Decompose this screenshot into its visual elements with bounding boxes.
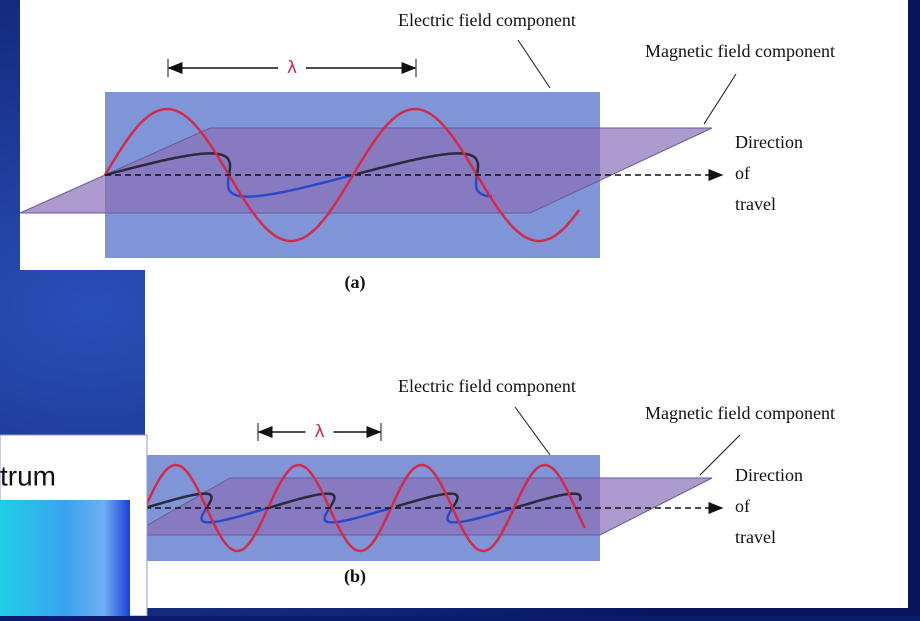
leader: [514, 406, 551, 456]
direction-label: of: [735, 496, 750, 516]
leader: [699, 434, 741, 476]
panel-a: λ Electric field component Magnetic field …: [19, 10, 835, 293]
magnetic-wave-front: [200, 506, 512, 524]
magnetic-label: Magnetic field component: [645, 403, 835, 423]
direction-label: Direction: [735, 132, 803, 152]
direction-label: Direction: [735, 465, 803, 485]
leader: [703, 73, 737, 125]
magnetic-label: Magnetic field component: [645, 41, 835, 61]
direction-label: of: [735, 163, 750, 183]
direction-label: travel: [735, 194, 776, 214]
leader: [517, 39, 551, 89]
electric-wave: [143, 463, 587, 553]
magnetic-wave-back: [144, 492, 582, 510]
electric-label: Electric field component: [398, 10, 576, 30]
caption: (b): [344, 566, 366, 587]
wavelength-label: λ: [314, 422, 324, 442]
magnetic-wave-back: [104, 152, 480, 177]
magnetic-wave-front: [226, 173, 493, 198]
direction-label: travel: [735, 527, 776, 547]
wavelength-label: λ: [287, 58, 297, 78]
electric-label: Electric field component: [398, 376, 576, 396]
caption: (a): [345, 272, 366, 293]
electric-wave: [103, 107, 581, 243]
inset-title: trum: [0, 460, 56, 491]
panel-b: λ Electric field component Magnetic field …: [128, 376, 835, 587]
spectrum: [0, 500, 130, 616]
